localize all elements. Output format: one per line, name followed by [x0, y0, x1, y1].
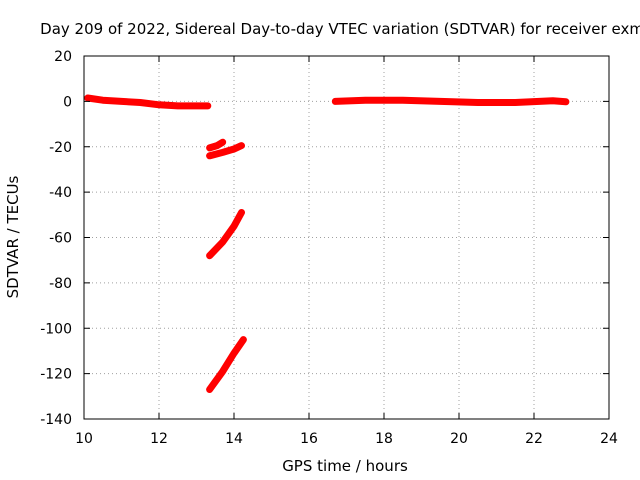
y-tick-label: -80: [49, 276, 72, 292]
series-layer: [84, 94, 570, 393]
x-tick-label: 12: [150, 431, 168, 447]
series-segment-5: [206, 336, 247, 393]
y-tick-label: -20: [49, 140, 72, 156]
x-tick-label: 20: [450, 431, 468, 447]
x-tick-label: 18: [375, 431, 393, 447]
chart-title: Day 209 of 2022, Sidereal Day-to-day VTE…: [40, 20, 640, 38]
series-segment-3: [206, 138, 227, 152]
y-tick-label: -60: [49, 231, 72, 247]
series-segment-4: [206, 209, 245, 260]
y-tick-label: 20: [54, 49, 72, 65]
grid-lines: [84, 56, 609, 419]
axis-ticks: [83, 55, 610, 420]
series-segment-6: [331, 96, 570, 106]
y-axis-label: SDTVAR / TECUs: [4, 175, 22, 298]
x-tick-label: 16: [300, 431, 318, 447]
x-tick-label: 24: [600, 431, 618, 447]
plot-frame: [83, 55, 610, 420]
series-segment-1: [84, 94, 212, 110]
y-tick-label: -40: [49, 185, 72, 201]
y-tick-label: 0: [63, 94, 72, 110]
x-tick-label: 10: [75, 431, 93, 447]
y-tick-label: -140: [40, 412, 72, 428]
x-axis-label: GPS time / hours: [282, 457, 408, 475]
x-tick-label: 22: [525, 431, 543, 447]
tick-labels: 10 12 14 16 18 20 22 24 20 0 -20 -40 -60 -80 -100 -120 -…: [40, 49, 618, 447]
series-segment-2: [206, 142, 245, 160]
y-tick-label: -120: [40, 367, 72, 383]
y-tick-label: -100: [40, 321, 72, 337]
x-tick-label: 14: [225, 431, 243, 447]
